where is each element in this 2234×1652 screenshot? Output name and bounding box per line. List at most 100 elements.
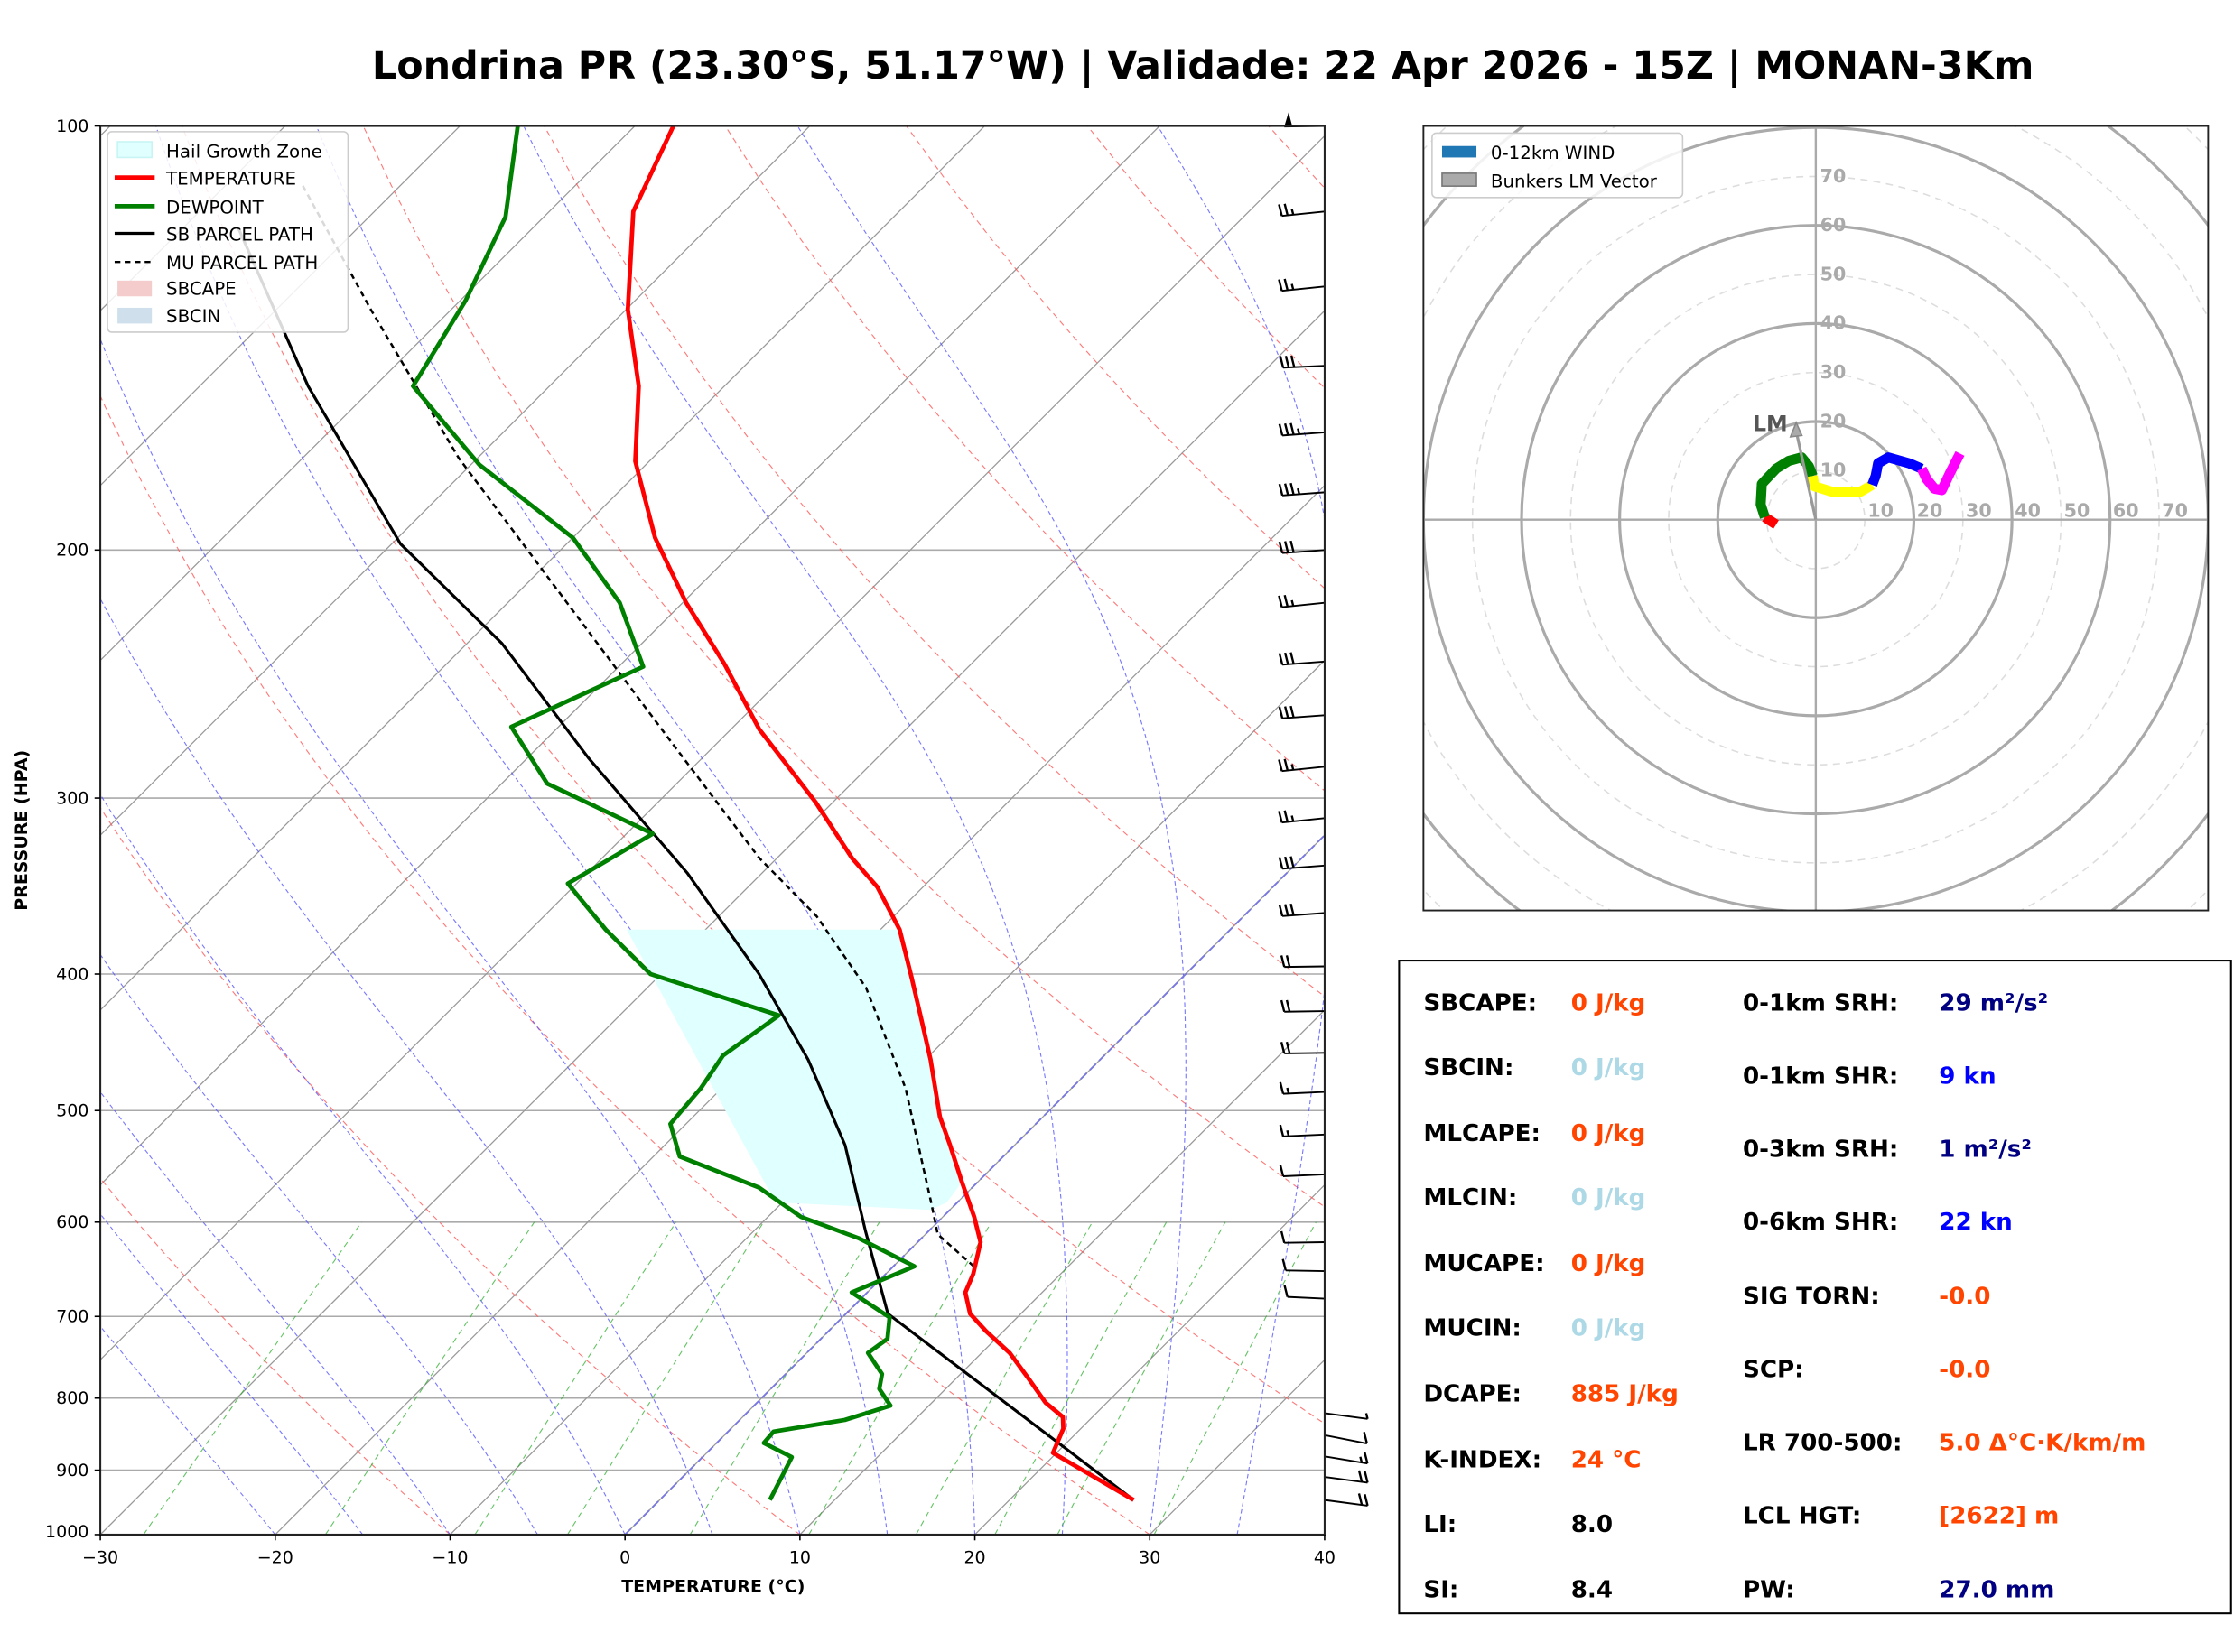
- barb-staff: [1281, 210, 1326, 218]
- barb-staff: [1282, 660, 1326, 666]
- legend-label-wind: 0-12km WIND: [1491, 143, 1615, 163]
- stat-label: SCP:: [1743, 1357, 1804, 1384]
- hodograph-segment: [1762, 513, 1779, 529]
- y-tick-label: 500: [56, 1101, 88, 1121]
- wind-barb: [1278, 705, 1326, 719]
- stat-value: 0 J/kg: [1571, 1315, 1646, 1342]
- stat-value: 5.0 Δ°C·K/km/m: [1939, 1429, 2146, 1456]
- stat-label: MUCIN:: [1423, 1315, 1522, 1342]
- dry-adiabat: [182, 125, 1325, 1425]
- barb-full: [1289, 705, 1295, 719]
- x-tick-label: 10: [789, 1548, 811, 1568]
- moist-adiabat: [100, 598, 713, 1535]
- moist-adiabat: [100, 953, 538, 1535]
- barb-staff: [1281, 285, 1326, 292]
- barb-staff: [1282, 714, 1326, 719]
- isotherm: [100, 310, 1325, 1535]
- figure-title: Londrina PR (23.30°S, 51.17°W) | Validad…: [372, 43, 2034, 88]
- barb-full: [1285, 999, 1291, 1012]
- hodograph-ring-label-x: 60: [2113, 499, 2139, 521]
- stat-value: 0 J/kg: [1571, 990, 1646, 1017]
- stat-label: SBCIN:: [1423, 1054, 1513, 1081]
- barb-full: [1279, 356, 1285, 368]
- barb-staff: [1285, 1269, 1325, 1272]
- barb-full: [1357, 1493, 1364, 1506]
- barb-full: [1278, 423, 1284, 436]
- barb-full: [1284, 422, 1289, 436]
- barb-full: [1289, 540, 1295, 553]
- stat-label: SIG TORN:: [1743, 1284, 1880, 1311]
- wind-barb: [1278, 810, 1326, 824]
- legend-swatch-sbcin: [117, 307, 153, 324]
- wind-barb: [1280, 999, 1325, 1013]
- barb-half: [1297, 487, 1300, 495]
- barb-staff: [1282, 431, 1326, 437]
- barb-full: [1280, 1041, 1286, 1054]
- wind-barb: [1279, 1081, 1325, 1095]
- legend-swatch-lm: [1441, 172, 1477, 187]
- wind-barb: [1280, 955, 1325, 969]
- barb-full: [1283, 594, 1289, 608]
- stat-label: 0-1km SRH:: [1743, 990, 1898, 1017]
- mixing-ratio-line: [324, 1221, 535, 1535]
- barb-full: [1278, 759, 1283, 772]
- hodograph-ring-label-x: 70: [2162, 499, 2188, 521]
- barb-half: [1290, 764, 1295, 771]
- isotherm: [450, 659, 1325, 1535]
- barb-staff: [1282, 365, 1325, 369]
- barb-full: [1284, 356, 1290, 368]
- isotherm: [100, 135, 1325, 1361]
- x-tick-label: 20: [963, 1548, 985, 1568]
- isotherm: [100, 125, 811, 837]
- stat-value: -0.0: [1939, 1284, 1990, 1311]
- barb-full: [1285, 1041, 1291, 1054]
- hodograph-ring-label-y: 10: [1820, 459, 1847, 481]
- barb-full: [1283, 1285, 1289, 1297]
- barb-full: [1281, 1258, 1287, 1271]
- barb-full: [1279, 1124, 1285, 1137]
- y-tick-label: 900: [56, 1461, 88, 1480]
- sb-parcel-path: [237, 227, 1135, 1501]
- barb-full: [1284, 483, 1289, 496]
- temperature-line: [625, 125, 1135, 1502]
- legend-label-mu-parcel: MU PARCEL PATH: [166, 253, 318, 274]
- mixing-ratio-line: [567, 1221, 765, 1535]
- hodograph-ring-label-x: 10: [1867, 499, 1894, 521]
- isotherm: [799, 1008, 1325, 1535]
- stat-value: 24 °C: [1571, 1446, 1642, 1473]
- wind-barb: [1278, 482, 1326, 497]
- barb-half: [1290, 283, 1295, 291]
- legend-swatch-sbcape: [117, 280, 153, 297]
- y-tick-label: 700: [56, 1307, 88, 1327]
- dry-adiabat: [724, 125, 1325, 792]
- stat-value: 0 J/kg: [1571, 1250, 1646, 1277]
- stat-value: 8.0: [1571, 1511, 1613, 1538]
- mixing-ratio-line: [474, 1221, 677, 1535]
- barb-full: [1278, 279, 1283, 292]
- hodograph-ring-label-y: 30: [1820, 361, 1847, 383]
- dry-adiabat: [100, 394, 1150, 1535]
- barb-full: [1284, 856, 1289, 869]
- barb-full: [1280, 1230, 1286, 1243]
- moist-adiabat: [100, 1091, 451, 1535]
- barb-staff: [1282, 1174, 1325, 1177]
- barb-full: [1284, 904, 1289, 916]
- moist-adiabat: [523, 125, 1068, 1535]
- isotherm: [974, 1183, 1325, 1535]
- barb-full: [1279, 1081, 1285, 1094]
- isotherm: [275, 484, 1325, 1535]
- stat-label: MLCAPE:: [1423, 1120, 1541, 1147]
- stat-value: 8.4: [1571, 1577, 1613, 1604]
- isotherm: [100, 125, 1160, 1186]
- barb-full: [1278, 541, 1284, 554]
- wind-barb: [1281, 1258, 1325, 1272]
- legend-label-sbcin: SBCIN: [166, 306, 220, 327]
- skewt-frame: [99, 125, 1326, 1536]
- y-tick-label: 1000: [45, 1522, 88, 1542]
- stat-label: MLCIN:: [1423, 1184, 1517, 1211]
- barb-staff: [1281, 601, 1326, 608]
- barb-half: [1286, 1129, 1290, 1137]
- x-tick-label: −30: [82, 1548, 118, 1568]
